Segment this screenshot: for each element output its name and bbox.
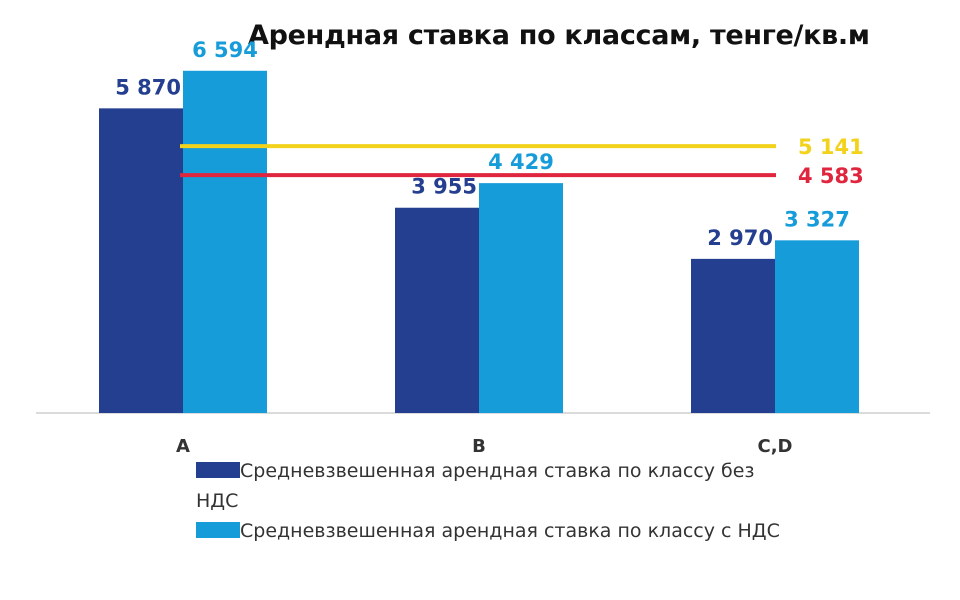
legend-label-series-2: Средневзвешенная арендная ставка по клас…	[240, 520, 780, 542]
x-tick-label: A	[176, 436, 190, 457]
bar-with-vat-2	[479, 183, 563, 413]
legend-item-series-2: Средневзвешенная арендная ставка по клас…	[196, 516, 796, 546]
reference-line-label-2: 4 583	[798, 164, 864, 188]
legend-item-series-1: Средневзвешенная арендная ставка по клас…	[196, 456, 796, 516]
data-label-with-vat-1: 6 594	[192, 38, 258, 62]
data-label-with-vat-3: 3 327	[784, 207, 850, 231]
bar-no-vat-3	[691, 258, 775, 413]
legend-label-series-1: Средневзвешенная арендная ставка по клас…	[196, 460, 755, 512]
legend-swatch-series-1	[196, 462, 240, 478]
x-tick-label: C,D	[758, 436, 793, 457]
data-label-no-vat-1: 5 870	[115, 75, 181, 99]
data-label-with-vat-2: 4 429	[488, 150, 554, 174]
bar-with-vat-1	[183, 70, 267, 414]
bar-with-vat-3	[775, 240, 859, 413]
chart-title: Арендная ставка по классам, тенге/кв.м	[248, 20, 870, 51]
reference-line-label-1: 5 141	[798, 135, 864, 159]
data-label-no-vat-2: 3 955	[411, 175, 477, 199]
data-label-no-vat-3: 2 970	[707, 226, 773, 250]
x-tick-label: B	[472, 436, 486, 457]
bar-no-vat-2	[395, 207, 479, 413]
legend-swatch-series-2	[196, 522, 240, 538]
bar-no-vat-1	[99, 108, 183, 414]
